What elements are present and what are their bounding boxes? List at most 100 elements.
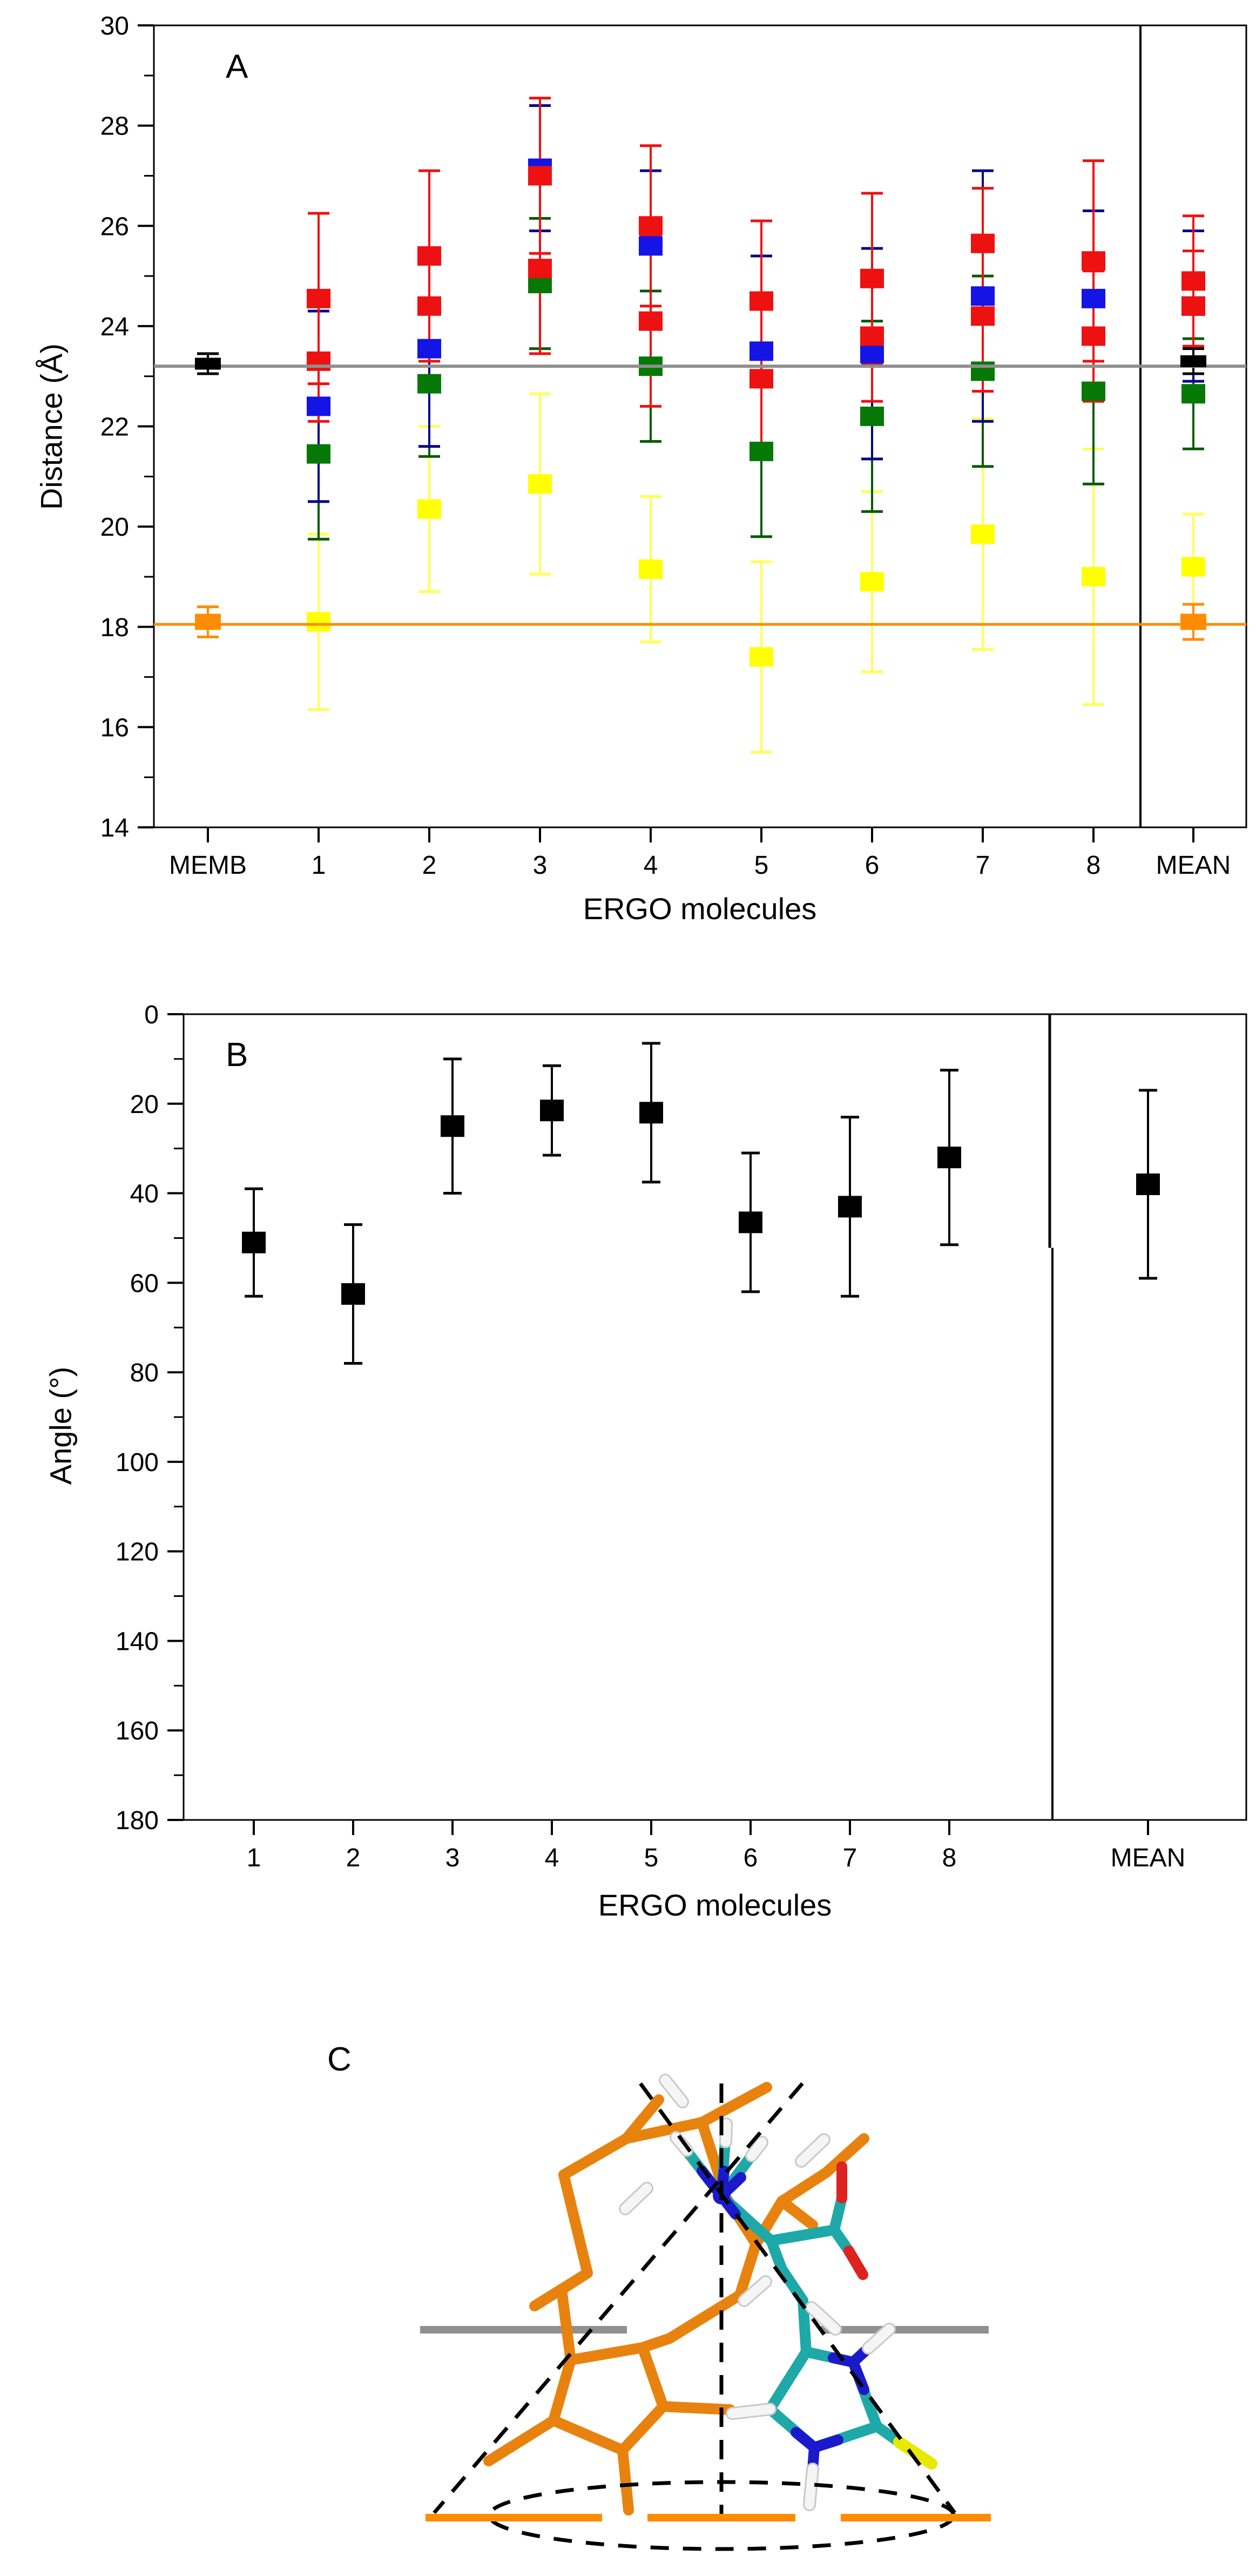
x-tick-label: MEAN bbox=[1111, 1844, 1186, 1872]
panelA-red-upper-marker bbox=[639, 216, 663, 236]
panelB-angle-black-marker bbox=[937, 1147, 961, 1169]
panel-b-y-axis-title: Angle (°) bbox=[43, 1366, 78, 1485]
panelA-green-marker bbox=[417, 374, 441, 394]
sterol-bond bbox=[483, 2415, 559, 2466]
panelA-green-marker bbox=[860, 406, 884, 426]
panelA-yellow-marker bbox=[528, 474, 552, 494]
panel-b-letter: B bbox=[226, 1036, 248, 1074]
panelA-red-upper-marker bbox=[971, 233, 995, 253]
x-tick-label: 2 bbox=[422, 851, 437, 880]
panelB-angle-black-marker bbox=[441, 1115, 464, 1137]
sterol-bond bbox=[697, 2082, 772, 2128]
panelA-red-upper-marker bbox=[417, 246, 441, 266]
hydrogen-bond bbox=[739, 2277, 771, 2305]
sterol-bond bbox=[565, 2342, 648, 2365]
hydrogen-bond bbox=[747, 2137, 767, 2161]
sterol-bond bbox=[776, 2167, 832, 2207]
x-tick-label: 8 bbox=[942, 1844, 957, 1872]
panelA-green-marker bbox=[749, 441, 773, 461]
y-tick-label: 40 bbox=[130, 1180, 159, 1209]
panelA-yellow-marker bbox=[307, 612, 330, 632]
x-tick-label: 3 bbox=[533, 851, 548, 880]
sterol-bond bbox=[548, 2355, 576, 2426]
panelA-green-marker bbox=[1181, 384, 1205, 404]
panelB-angle-black-marker bbox=[739, 1211, 762, 1233]
hydrogen-bond bbox=[671, 2133, 692, 2155]
sterol-bond bbox=[529, 2268, 593, 2311]
sterol-bond bbox=[664, 2290, 745, 2344]
panelA-blue-marker bbox=[971, 286, 995, 306]
panelA-orange-phosphate-marker bbox=[1180, 613, 1206, 630]
panelA-yellow-marker bbox=[417, 499, 441, 519]
panelB-plot-box bbox=[183, 1013, 1247, 1821]
x-tick-label: 6 bbox=[865, 851, 880, 880]
panelA-red-upper-marker bbox=[307, 288, 330, 308]
panelA-red-upper-marker bbox=[1082, 251, 1105, 271]
hydrogen-bond bbox=[807, 2303, 840, 2334]
hydrogen-bond bbox=[727, 2404, 775, 2418]
panelA-yellow-marker bbox=[860, 572, 884, 592]
sulfur-bond bbox=[893, 2436, 937, 2470]
panelA-yellow-marker bbox=[639, 559, 663, 579]
y-tick-label: 26 bbox=[100, 212, 129, 241]
y-tick-label: 60 bbox=[130, 1269, 159, 1298]
panelA-blue-marker bbox=[860, 343, 884, 363]
sterol-bond bbox=[548, 2415, 628, 2456]
sterol-bond bbox=[658, 2401, 735, 2415]
x-tick-label: 2 bbox=[346, 1844, 361, 1872]
sterol-bond bbox=[556, 2284, 576, 2365]
panel-a-letter: A bbox=[226, 48, 248, 85]
panelA-orange-phosphate-marker bbox=[195, 613, 221, 630]
sterol-bond bbox=[558, 2133, 632, 2180]
y-tick-label: 100 bbox=[116, 1448, 159, 1477]
hydrogen-bond bbox=[620, 2183, 652, 2214]
panelA-red-lower-marker bbox=[1082, 326, 1105, 346]
sterol-bond bbox=[637, 2333, 675, 2353]
panelB-angle-black-marker bbox=[242, 1231, 266, 1253]
ergo-carbon-bond bbox=[765, 2346, 812, 2415]
y-tick-label: 24 bbox=[100, 313, 129, 341]
x-tick-label: 6 bbox=[744, 1844, 758, 1872]
hydrogen-bond bbox=[805, 2464, 818, 2510]
sterol-bond bbox=[821, 2133, 869, 2178]
panelA-red-upper-marker bbox=[528, 166, 552, 186]
panel-b-x-axis-title: ERGO molecules bbox=[598, 1888, 832, 1922]
panelA-yellow-marker bbox=[1181, 557, 1205, 577]
x-tick-label: MEMB bbox=[169, 851, 247, 880]
y-tick-label: 16 bbox=[100, 713, 129, 742]
panel-c-letter: C bbox=[327, 2041, 352, 2078]
y-tick-label: 0 bbox=[144, 1001, 159, 1029]
sterol-bond bbox=[776, 2196, 818, 2230]
y-tick-label: 120 bbox=[116, 1538, 159, 1567]
x-tick-label: 5 bbox=[754, 851, 769, 880]
x-tick-label: 4 bbox=[644, 851, 658, 880]
x-tick-label: 1 bbox=[312, 851, 326, 880]
sterol-bond bbox=[558, 2169, 593, 2278]
panelA-blue-marker bbox=[749, 341, 773, 361]
panelB-angle-black-marker bbox=[1136, 1173, 1160, 1195]
sterol-bond bbox=[617, 2401, 668, 2456]
sterol-bond bbox=[621, 2094, 664, 2144]
y-tick-label: 30 bbox=[100, 12, 129, 41]
panelB-angle-black-marker bbox=[838, 1196, 862, 1218]
x-tick-label: MEAN bbox=[1156, 851, 1231, 880]
panelA-red-lower-marker bbox=[971, 306, 995, 326]
panelA-black-membrane-marker bbox=[1180, 355, 1206, 367]
y-tick-label: 20 bbox=[100, 513, 129, 542]
sterol-bond bbox=[617, 2445, 634, 2516]
x-tick-label: 4 bbox=[545, 1844, 559, 1872]
panel-a-y-axis-title: Distance (Å) bbox=[34, 343, 69, 510]
x-tick-label: 7 bbox=[843, 1844, 857, 1872]
sterol-bond bbox=[734, 2238, 761, 2301]
x-tick-label: 3 bbox=[445, 1844, 460, 1872]
ergo-carbon-bond bbox=[766, 2224, 840, 2246]
panelA-red-upper-marker bbox=[860, 268, 884, 288]
panelA-red-lower-marker bbox=[528, 259, 552, 279]
panelA-red-lower-marker bbox=[417, 296, 441, 316]
y-tick-label: 160 bbox=[116, 1717, 159, 1745]
panelA-yellow-marker bbox=[749, 647, 773, 667]
y-tick-label: 22 bbox=[100, 413, 129, 442]
y-tick-label: 20 bbox=[130, 1090, 159, 1119]
panelA-red-lower-marker bbox=[860, 326, 884, 346]
